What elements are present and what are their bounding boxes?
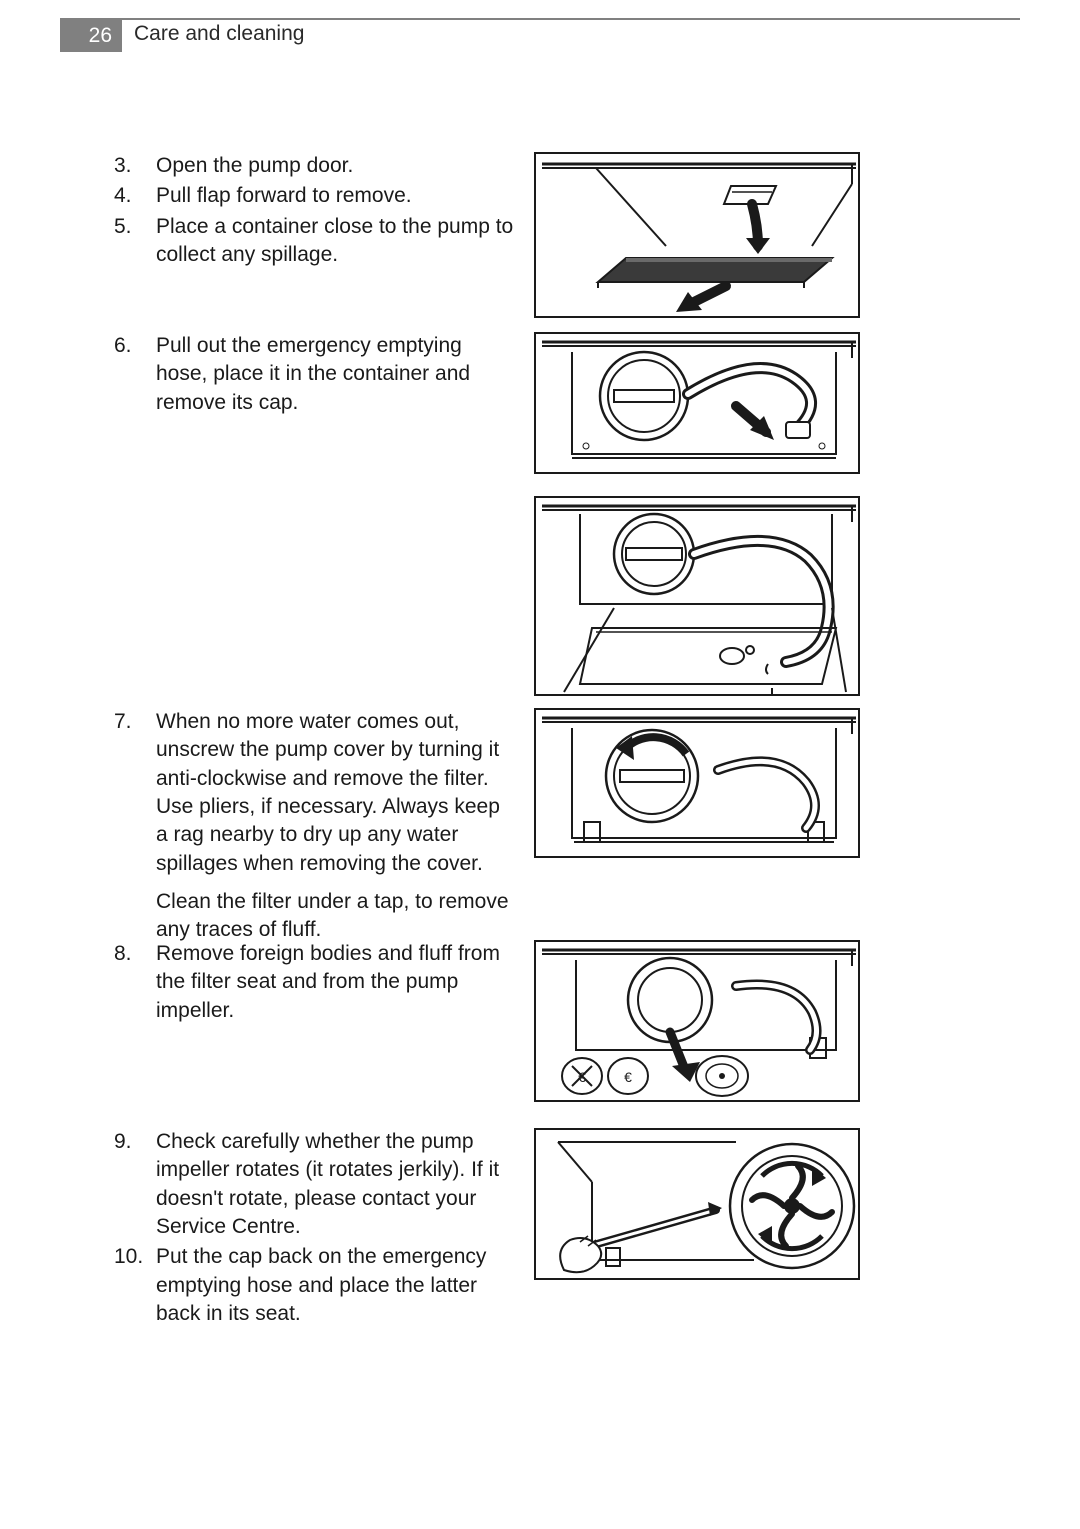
figure-col-2 xyxy=(534,332,1020,696)
page-header: 26 Care and cleaning xyxy=(0,0,1080,52)
figure-pump-door xyxy=(534,152,860,318)
step-num: 8. xyxy=(114,940,156,1025)
figure-col-4: € € xyxy=(534,940,1020,1102)
section-title: Care and cleaning xyxy=(134,22,304,46)
step-3: 3. Open the pump door. xyxy=(114,152,516,180)
step-num: 6. xyxy=(114,332,156,417)
step-text: Check carefully whether the pump impelle… xyxy=(156,1128,516,1241)
step-6: 6. Pull out the emergency emptying hose,… xyxy=(114,332,516,417)
text-col-1: 3. Open the pump door. 4. Pull flap forw… xyxy=(114,152,534,271)
figure-remove-filter: € € xyxy=(534,940,860,1102)
figure-hose-container xyxy=(534,496,860,696)
text-col-3: 7. When no more water comes out, unscrew… xyxy=(114,708,534,945)
step-block-5: 9. Check carefully whether the pump impe… xyxy=(0,1128,1080,1330)
figure-col-3 xyxy=(534,708,1020,858)
text-col-2: 6. Pull out the emergency emptying hose,… xyxy=(114,332,534,419)
step-text: Pull out the emergency emptying hose, pl… xyxy=(156,332,516,417)
text-col-4: 8. Remove foreign bodies and fluff from … xyxy=(114,940,534,1027)
step-num: 4. xyxy=(114,182,156,210)
step-text: Place a container close to the pump to c… xyxy=(156,213,516,270)
text-col-5: 9. Check carefully whether the pump impe… xyxy=(114,1128,534,1330)
step-9: 9. Check carefully whether the pump impe… xyxy=(114,1128,516,1241)
step-num: 7. xyxy=(114,708,156,878)
svg-text:€: € xyxy=(578,1069,586,1085)
step-8: 8. Remove foreign bodies and fluff from … xyxy=(114,940,516,1025)
step-10: 10. Put the cap back on the emergency em… xyxy=(114,1243,516,1328)
figure-pull-hose xyxy=(534,332,860,474)
header-rule xyxy=(60,18,1020,20)
step-num: 3. xyxy=(114,152,156,180)
step-text: Put the cap back on the emergency emptyi… xyxy=(156,1243,516,1328)
step-5: 5. Place a container close to the pump t… xyxy=(114,213,516,270)
figure-impeller-check xyxy=(534,1128,860,1280)
step-block-2: 6. Pull out the emergency emptying hose,… xyxy=(0,332,1080,696)
figure-col-1 xyxy=(534,152,1020,318)
step-block-4: 8. Remove foreign bodies and fluff from … xyxy=(0,940,1080,1102)
step-num: 5. xyxy=(114,213,156,270)
step-block-1: 3. Open the pump door. 4. Pull flap forw… xyxy=(0,152,1080,318)
step-7: 7. When no more water comes out, unscrew… xyxy=(114,708,516,878)
step-7b: Clean the filter under a tap, to remove … xyxy=(156,888,516,945)
page-number-badge: 26 xyxy=(60,20,122,52)
step-text: When no more water comes out, unscrew th… xyxy=(156,708,516,878)
figure-col-5 xyxy=(534,1128,1020,1280)
step-num: 9. xyxy=(114,1128,156,1241)
step-text: Pull flap forward to remove. xyxy=(156,182,412,210)
svg-text:€: € xyxy=(624,1069,632,1085)
step-4: 4. Pull flap forward to remove. xyxy=(114,182,516,210)
step-text: Open the pump door. xyxy=(156,152,353,180)
step-block-3: 7. When no more water comes out, unscrew… xyxy=(0,708,1080,945)
figure-unscrew-cover xyxy=(534,708,860,858)
step-text: Remove foreign bodies and fluff from the… xyxy=(156,940,516,1025)
step-num: 10. xyxy=(114,1243,156,1328)
